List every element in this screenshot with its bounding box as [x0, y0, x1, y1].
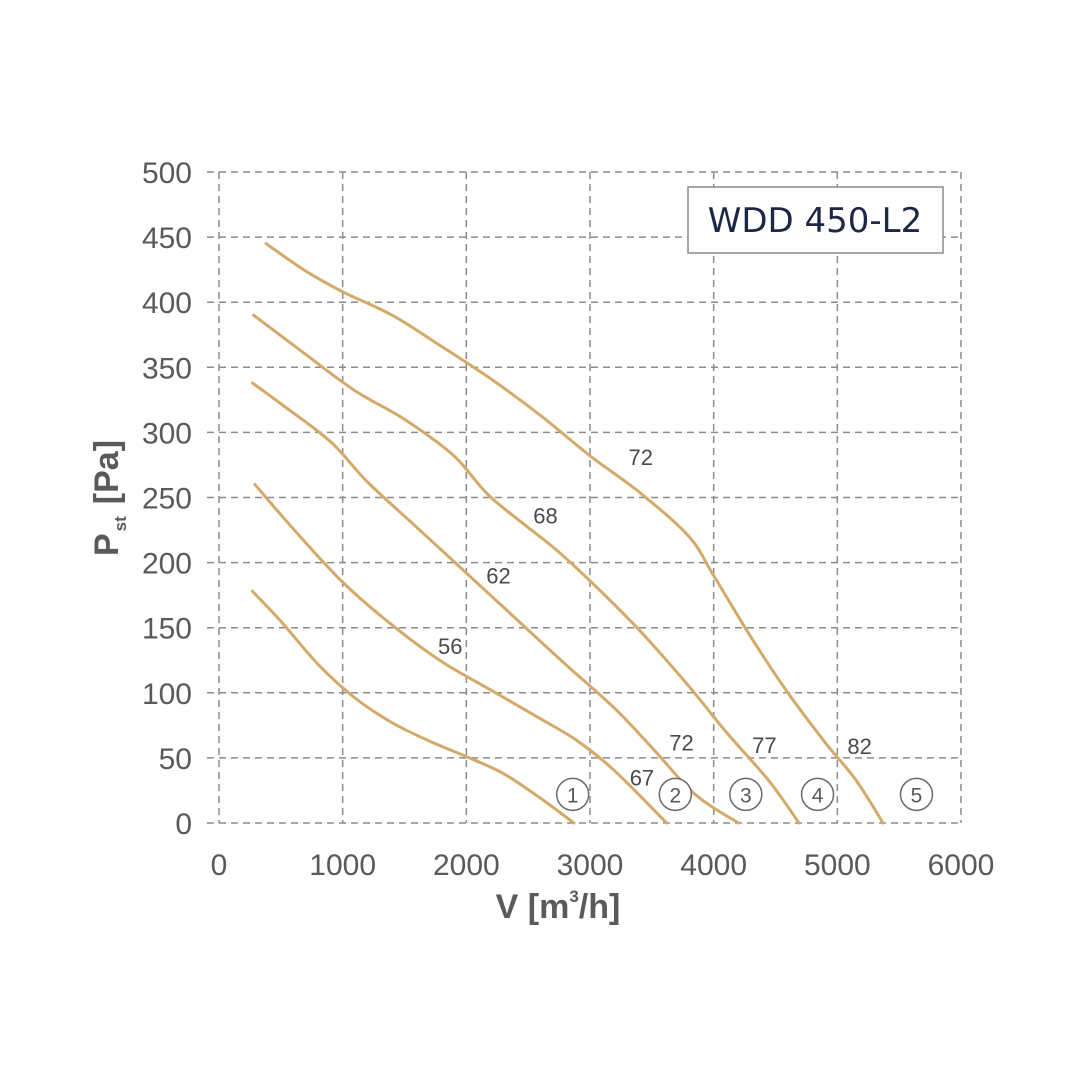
- speed-marker-number: 5: [911, 784, 923, 807]
- curve-label: 72: [628, 445, 652, 470]
- x-tick-label: 4000: [680, 849, 747, 882]
- speed-marker: 3: [729, 777, 763, 812]
- y-tick-label: 300: [142, 417, 192, 450]
- y-tick-label: 350: [142, 352, 192, 385]
- speed-marker-number: 4: [812, 784, 824, 807]
- speed-marker-number: 1: [567, 784, 579, 807]
- speed-marker: 2: [658, 777, 693, 812]
- curve-label: 62: [486, 564, 510, 589]
- y-tick-label: 50: [159, 743, 192, 776]
- curve-labels: 56 62 68 72 67 72 77 82: [438, 445, 872, 790]
- curve-label: 77: [752, 733, 776, 758]
- speed-marker-number: 3: [740, 784, 752, 807]
- grid: [207, 171, 962, 824]
- curve-4: [252, 313, 801, 825]
- curve-label: 68: [533, 504, 557, 529]
- y-tick-label: 200: [142, 548, 192, 581]
- speed-marker: 4: [800, 777, 835, 812]
- curve-label: 82: [847, 734, 871, 759]
- y-axis-title: Pst[Pa]: [88, 440, 130, 556]
- curve-1: [250, 589, 576, 825]
- y-tick-label: 400: [142, 287, 192, 320]
- curve-2: [253, 482, 669, 825]
- speed-markers: 1 2 3 4 5: [555, 777, 934, 812]
- speed-marker-number: 2: [669, 784, 681, 807]
- x-tick-label: 1000: [309, 849, 376, 882]
- y-tick-label: 100: [142, 678, 192, 711]
- y-tick-label: 250: [142, 483, 192, 516]
- x-tick-labels: 0 1000 2000 3000 4000 5000 6000: [211, 849, 995, 882]
- speed-marker-circle: [729, 777, 763, 812]
- curve-5: [264, 242, 885, 825]
- curve-3: [250, 381, 740, 825]
- curve-label: 56: [438, 634, 462, 659]
- speed-marker-circle: [555, 777, 590, 812]
- y-tick-labels: 0 50 100 150 200 250 300 350 400 450 500: [142, 157, 192, 841]
- speed-marker-circle: [658, 777, 693, 812]
- curve-label: 72: [669, 730, 693, 755]
- curve-label: 67: [630, 765, 654, 790]
- x-tick-label: 3000: [557, 849, 624, 882]
- curves: [250, 242, 885, 825]
- speed-marker: 5: [899, 777, 934, 812]
- x-axis-title: V [m3/h]: [496, 887, 621, 926]
- x-tick-label: 0: [211, 849, 228, 882]
- y-tick-label: 500: [142, 157, 192, 190]
- title-box: WDD 450-L2: [687, 186, 944, 254]
- y-tick-label: 450: [142, 222, 192, 255]
- x-tick-label: 2000: [433, 849, 500, 882]
- y-tick-label: 0: [175, 808, 192, 841]
- speed-marker-circle: [899, 777, 934, 812]
- speed-marker-circle: [800, 777, 835, 812]
- speed-marker: 1: [555, 777, 590, 812]
- x-tick-label: 6000: [928, 849, 995, 882]
- chart-title: WDD 450-L2: [708, 201, 923, 241]
- x-tick-label: 5000: [804, 849, 871, 882]
- y-tick-label: 150: [142, 613, 192, 646]
